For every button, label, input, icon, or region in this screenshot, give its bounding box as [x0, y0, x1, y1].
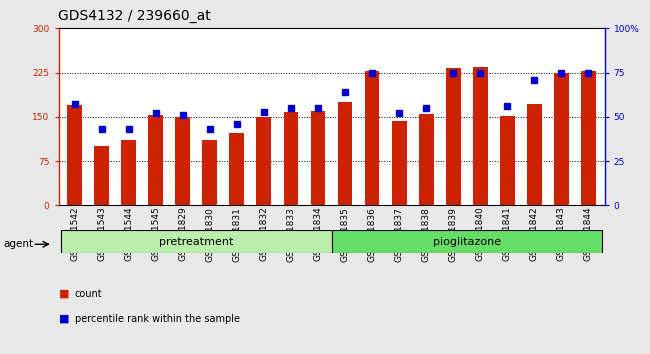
Bar — [419, 114, 434, 205]
Text: count: count — [75, 289, 103, 299]
Bar — [337, 102, 352, 205]
Bar — [332, 230, 602, 253]
Bar — [526, 104, 541, 205]
Bar — [554, 73, 569, 205]
Bar — [283, 112, 298, 205]
Bar — [446, 68, 461, 205]
Bar — [500, 116, 515, 205]
Bar — [94, 146, 109, 205]
Bar — [473, 67, 488, 205]
Bar — [202, 141, 217, 205]
Text: pretreatment: pretreatment — [159, 236, 233, 247]
Text: GDS4132 / 239660_at: GDS4132 / 239660_at — [58, 9, 211, 23]
Bar — [229, 133, 244, 205]
Bar — [68, 105, 82, 205]
Bar — [257, 117, 271, 205]
Bar — [61, 230, 332, 253]
Text: pioglitazone: pioglitazone — [433, 236, 500, 247]
Bar — [581, 72, 595, 205]
Text: ■: ■ — [58, 289, 69, 299]
Bar — [365, 71, 380, 205]
Bar — [176, 117, 190, 205]
Text: ■: ■ — [58, 314, 69, 324]
Text: agent: agent — [3, 239, 33, 249]
Text: percentile rank within the sample: percentile rank within the sample — [75, 314, 240, 324]
Bar — [311, 111, 326, 205]
Bar — [122, 141, 136, 205]
Bar — [392, 121, 406, 205]
Bar — [148, 115, 163, 205]
